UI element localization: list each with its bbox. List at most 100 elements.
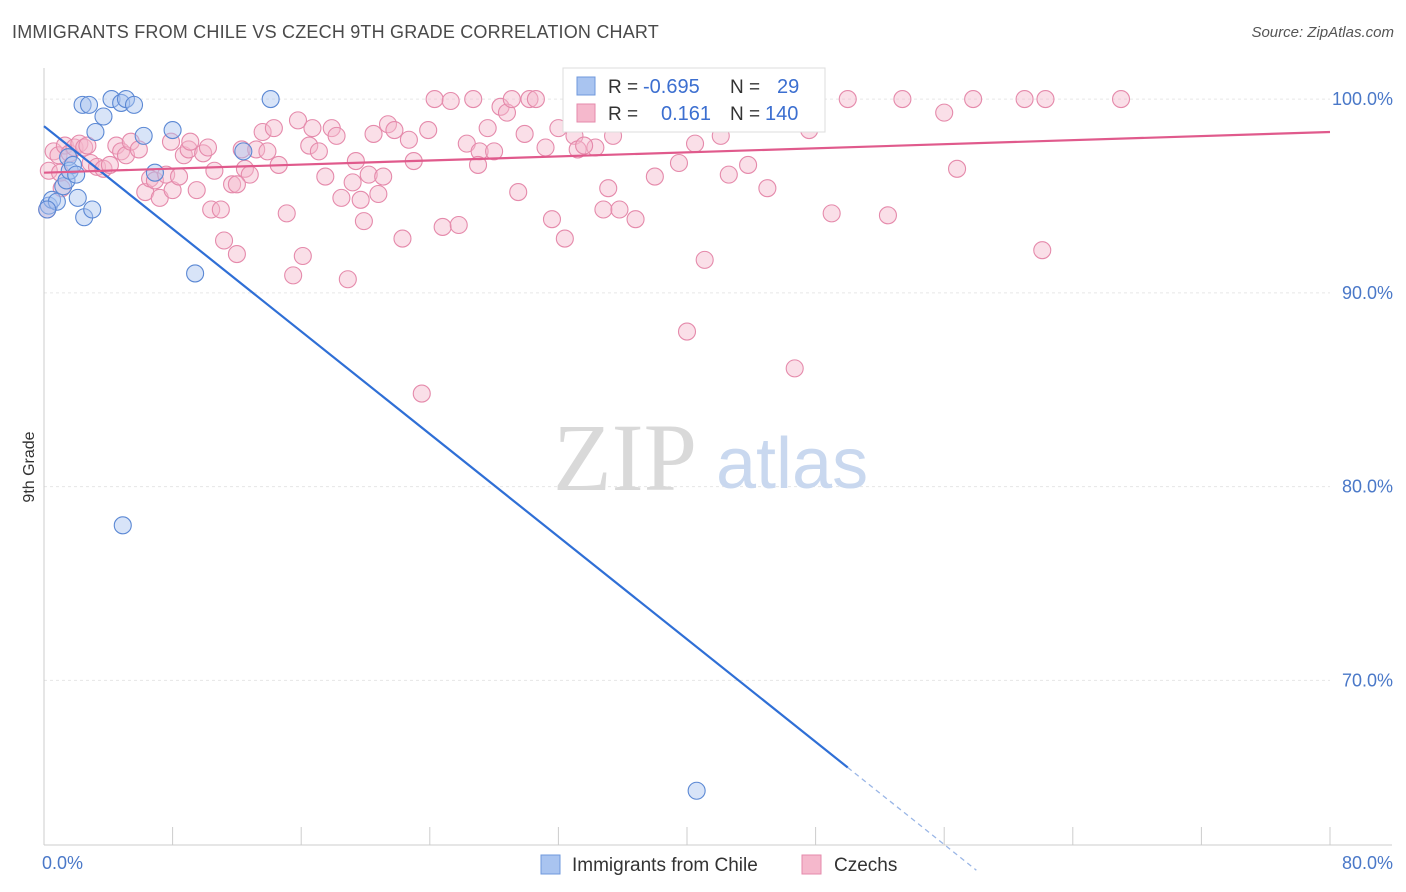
czechs-point-108 — [677, 322, 697, 341]
czechs-point-63 — [369, 184, 388, 204]
chile-trend-line — [43, 125, 849, 769]
czechs-point-54 — [327, 126, 346, 145]
chile-point-25 — [261, 90, 280, 109]
chile-point-15 — [94, 107, 113, 126]
czechs-point-41 — [253, 122, 272, 142]
czechs-point-89 — [542, 210, 562, 229]
y-tick-label-0: 100.0% — [1332, 89, 1393, 109]
czechs-point-56 — [338, 270, 357, 289]
chile-point-10 — [73, 95, 92, 114]
chile-points — [38, 90, 706, 800]
czechs-point-96 — [594, 200, 613, 219]
czechs-point-132 — [1111, 90, 1131, 109]
chile-point-9 — [68, 188, 87, 207]
czechs-point-57 — [343, 173, 362, 192]
czechs-point-123 — [838, 90, 857, 109]
czechs-point-124 — [878, 206, 897, 225]
legend-chile-swatch — [540, 854, 561, 875]
stats-legend: R = -0.695 N = 29 R = 0.161 N = 140 — [562, 67, 826, 133]
czechs-point-137 — [227, 175, 246, 194]
czechs-point-77 — [464, 90, 483, 109]
czechs-point-135 — [78, 136, 97, 155]
czechs-point-20 — [145, 171, 164, 190]
chile-swatch — [576, 76, 596, 96]
chile-point-2 — [47, 192, 66, 211]
czechs-point-48 — [293, 246, 312, 266]
czechs-n-value: 140 — [765, 103, 798, 125]
czechs-point-50 — [303, 119, 322, 138]
x-tick-labels: 0.0% 80.0% — [42, 853, 1393, 873]
czechs-point-49 — [300, 136, 319, 155]
czechs-point-36 — [227, 245, 246, 264]
chile-point-12 — [79, 95, 99, 114]
chile-point-3 — [54, 177, 73, 196]
czechs-point-51 — [309, 142, 328, 161]
czechs-point-73 — [433, 217, 452, 236]
czechs-point-32 — [205, 161, 224, 180]
czechs-point-70 — [412, 384, 431, 403]
chile-point-22 — [163, 121, 182, 140]
czechs-point-86 — [520, 90, 539, 109]
x-tick-label-1: 80.0% — [1342, 853, 1393, 873]
czechs-point-91 — [555, 229, 574, 248]
czechs-point-82 — [497, 103, 517, 122]
czechs-point-45 — [277, 204, 296, 223]
trend-lines — [43, 125, 1331, 871]
czechs-point-34 — [214, 231, 234, 250]
czechs-point-97 — [599, 179, 618, 198]
legend-czechs-label: Czechs — [834, 855, 897, 876]
legend-czechs-label-swatch — [801, 854, 822, 875]
czechs-point-99 — [610, 200, 629, 219]
czechs-point-28 — [187, 181, 206, 200]
czechs-point-61 — [359, 165, 378, 184]
czechs-point-139 — [575, 136, 594, 155]
chile-trend-extension — [847, 766, 977, 871]
czechs-point-0 — [39, 161, 58, 180]
czechs-point-52 — [316, 167, 335, 186]
czechs-point-64 — [374, 167, 393, 186]
source-label: Source: ZipAtlas.com — [1251, 24, 1394, 41]
czechs-point-122 — [822, 204, 841, 223]
czechs-point-59 — [351, 190, 370, 209]
chile-point-20 — [134, 126, 153, 145]
czechs-point-68 — [399, 130, 418, 149]
czechs-point-67 — [393, 229, 412, 248]
czechs-point-13 — [107, 136, 126, 155]
czechs-point-66 — [385, 121, 404, 140]
czechs-point-87 — [526, 90, 545, 109]
chile-point-13 — [83, 200, 102, 219]
czechs-point-8 — [75, 138, 94, 157]
czechs-n-label: N = — [730, 104, 760, 125]
chile-point-19 — [124, 95, 144, 114]
series-legend: Immigrants from Chile Czechs — [540, 854, 897, 876]
y-tick-label-2: 80.0% — [1342, 477, 1393, 497]
chile-point-8 — [67, 165, 86, 184]
watermark-atlas: atlas — [716, 424, 868, 504]
chile-point-14 — [86, 122, 105, 142]
czechs-trend-line — [43, 130, 1331, 174]
chart-title: IMMIGRANTS FROM CHILE VS CZECH 9TH GRADE… — [12, 22, 659, 42]
czechs-point-104 — [645, 167, 664, 186]
czechs-point-17 — [129, 140, 148, 159]
czechs-point-29 — [194, 144, 213, 163]
czechs-point-119 — [785, 359, 804, 378]
czechs-point-115 — [739, 155, 758, 174]
chile-point-7 — [63, 155, 82, 174]
chile-point-24 — [234, 142, 253, 161]
y-tick-label-1: 90.0% — [1342, 283, 1393, 303]
y-tick-labels: 100.0% 90.0% 80.0% 70.0% — [1332, 89, 1393, 690]
x-tick-label-0: 0.0% — [42, 853, 83, 873]
czechs-point-43 — [264, 119, 283, 138]
czechs-point-127 — [948, 159, 967, 178]
chile-point-26 — [113, 516, 132, 535]
czechs-point-47 — [288, 111, 308, 130]
czechs-point-71 — [419, 121, 438, 140]
czechs-point-101 — [626, 210, 645, 229]
czechs-point-72 — [425, 90, 444, 109]
czechs-point-46 — [284, 266, 303, 285]
czechs-point-38 — [235, 159, 254, 178]
legend-chile-label: Immigrants from Chile — [572, 855, 758, 876]
chile-point-16 — [102, 90, 121, 109]
czechs-point-88 — [536, 138, 555, 157]
